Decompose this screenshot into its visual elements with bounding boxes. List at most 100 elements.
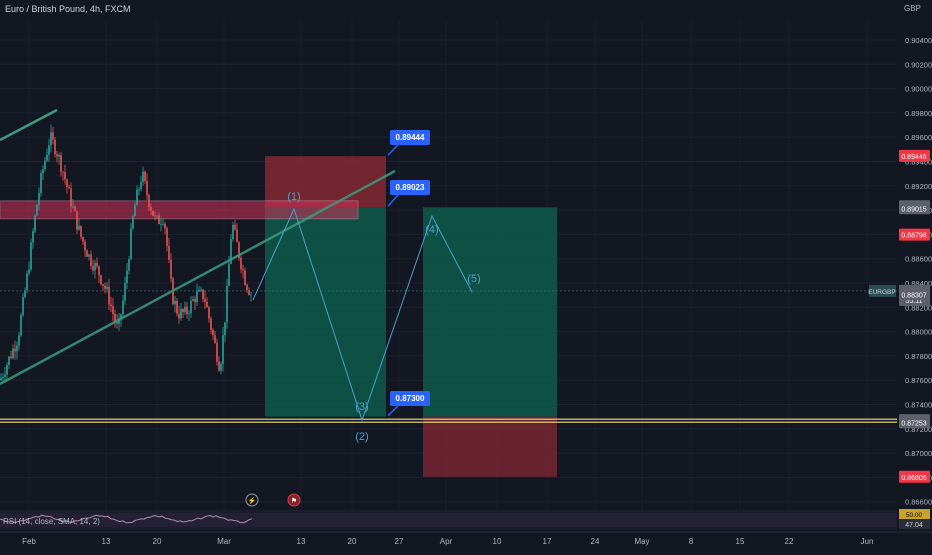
trendline-lower[interactable] xyxy=(0,169,396,386)
candle-body xyxy=(124,282,126,301)
candle-body xyxy=(140,182,142,189)
take-profit-box xyxy=(265,207,386,417)
candle-body xyxy=(216,342,218,362)
candle-body xyxy=(214,335,216,343)
axis-price-tag-text: 0.87253 xyxy=(901,420,926,427)
candle-body xyxy=(98,266,100,276)
candle-body xyxy=(148,195,150,208)
candle-body xyxy=(186,306,188,314)
y-tick-label: 0.88600 xyxy=(905,255,932,264)
candle-body xyxy=(248,290,250,295)
candle-body xyxy=(20,315,22,336)
trendline-upper[interactable] xyxy=(0,108,58,142)
candle-body xyxy=(166,228,168,246)
candle-body xyxy=(132,216,134,229)
axis-price-tag-text: 0.88798 xyxy=(901,233,926,240)
candle-body xyxy=(250,294,252,296)
candle-body xyxy=(24,290,26,298)
price-callout[interactable] xyxy=(390,180,430,195)
lightning-event-icon[interactable] xyxy=(245,493,259,507)
candle-body xyxy=(170,259,172,279)
price-callout-text: 0.89444 xyxy=(396,133,425,142)
candle-body xyxy=(64,172,66,180)
axis-price-tag-text: 0.88307 xyxy=(901,292,926,299)
candle-body xyxy=(162,223,164,225)
candle-body xyxy=(190,300,192,314)
elliott-wave-path[interactable] xyxy=(252,207,473,422)
price-callout-text: 0.87300 xyxy=(396,394,425,403)
stop-loss-box xyxy=(265,156,386,208)
candle-body xyxy=(192,299,194,301)
candle-body xyxy=(6,364,8,375)
candle-body xyxy=(68,187,70,189)
y-tick-label: 0.86600 xyxy=(905,498,932,507)
candle-body xyxy=(128,259,130,271)
candle-body xyxy=(182,309,184,313)
x-tick-label: 20 xyxy=(348,537,357,546)
candle-body xyxy=(34,215,36,232)
wave-label: (2) xyxy=(355,431,368,443)
wave-label: (4) xyxy=(425,224,438,236)
candle-body xyxy=(14,348,16,352)
flag-event-icon[interactable] xyxy=(287,493,301,507)
x-tick-label: 15 xyxy=(736,537,745,546)
x-tick-label: 8 xyxy=(689,537,694,546)
symbol-tag-text: EURGBP xyxy=(868,289,895,296)
candle-body xyxy=(188,313,190,315)
x-tick-label: Feb xyxy=(22,537,36,546)
flag-glyph: ⚑ xyxy=(291,497,297,505)
candle-body xyxy=(222,335,224,364)
candle-body xyxy=(212,329,214,336)
candle-body xyxy=(70,188,72,207)
candle-body xyxy=(206,301,208,308)
axis-price-tag-text: 55:11 xyxy=(906,298,923,305)
candle-body xyxy=(244,270,246,285)
price-callout[interactable] xyxy=(390,391,430,406)
candle-body xyxy=(238,242,240,258)
candle-body xyxy=(246,284,248,291)
candle-body xyxy=(156,215,158,217)
y-tick-label: 0.89200 xyxy=(905,182,932,191)
wave-label: (1) xyxy=(287,191,300,203)
candle-body xyxy=(168,245,170,260)
candle-body xyxy=(204,298,206,302)
candle-body xyxy=(230,239,232,264)
candle-body xyxy=(158,215,160,225)
y-tick-label: 0.90000 xyxy=(905,85,932,94)
candle-body xyxy=(4,374,6,377)
x-tick-label: 17 xyxy=(543,537,552,546)
rsi-tag-text: 50.00 xyxy=(906,512,923,519)
y-tick-label: 0.90400 xyxy=(905,36,932,45)
y-tick-label: 0.89400 xyxy=(905,158,932,167)
rsi-pane xyxy=(0,510,897,530)
candle-body xyxy=(58,155,60,157)
y-tick-label: 0.87800 xyxy=(905,352,932,361)
rsi-tag-1 xyxy=(899,509,930,519)
candle-body xyxy=(32,231,34,243)
candle-body xyxy=(198,289,200,292)
price-callout[interactable] xyxy=(390,130,430,145)
axis-price-tag xyxy=(899,149,930,162)
axis-price-tag-text: 0.86805 xyxy=(901,475,926,482)
candle-body xyxy=(138,188,140,190)
y-tick-label: 0.87600 xyxy=(905,376,932,385)
y-tick-label: 0.87400 xyxy=(905,401,932,410)
candle-body xyxy=(114,313,116,322)
candle-body xyxy=(60,155,62,172)
candle-body xyxy=(62,171,64,173)
candle-body xyxy=(164,223,166,229)
candle-body xyxy=(80,225,82,237)
candle-body xyxy=(106,286,108,289)
candle-body xyxy=(174,300,176,305)
candle-body xyxy=(236,229,238,243)
candle-body xyxy=(54,139,56,155)
candle-body xyxy=(50,132,52,146)
candle-body xyxy=(56,154,58,157)
resistance-zone[interactable] xyxy=(0,200,359,220)
candle-body xyxy=(44,160,46,170)
callout-leader xyxy=(387,194,399,207)
candle-body xyxy=(122,300,124,315)
candle-body xyxy=(40,173,42,194)
